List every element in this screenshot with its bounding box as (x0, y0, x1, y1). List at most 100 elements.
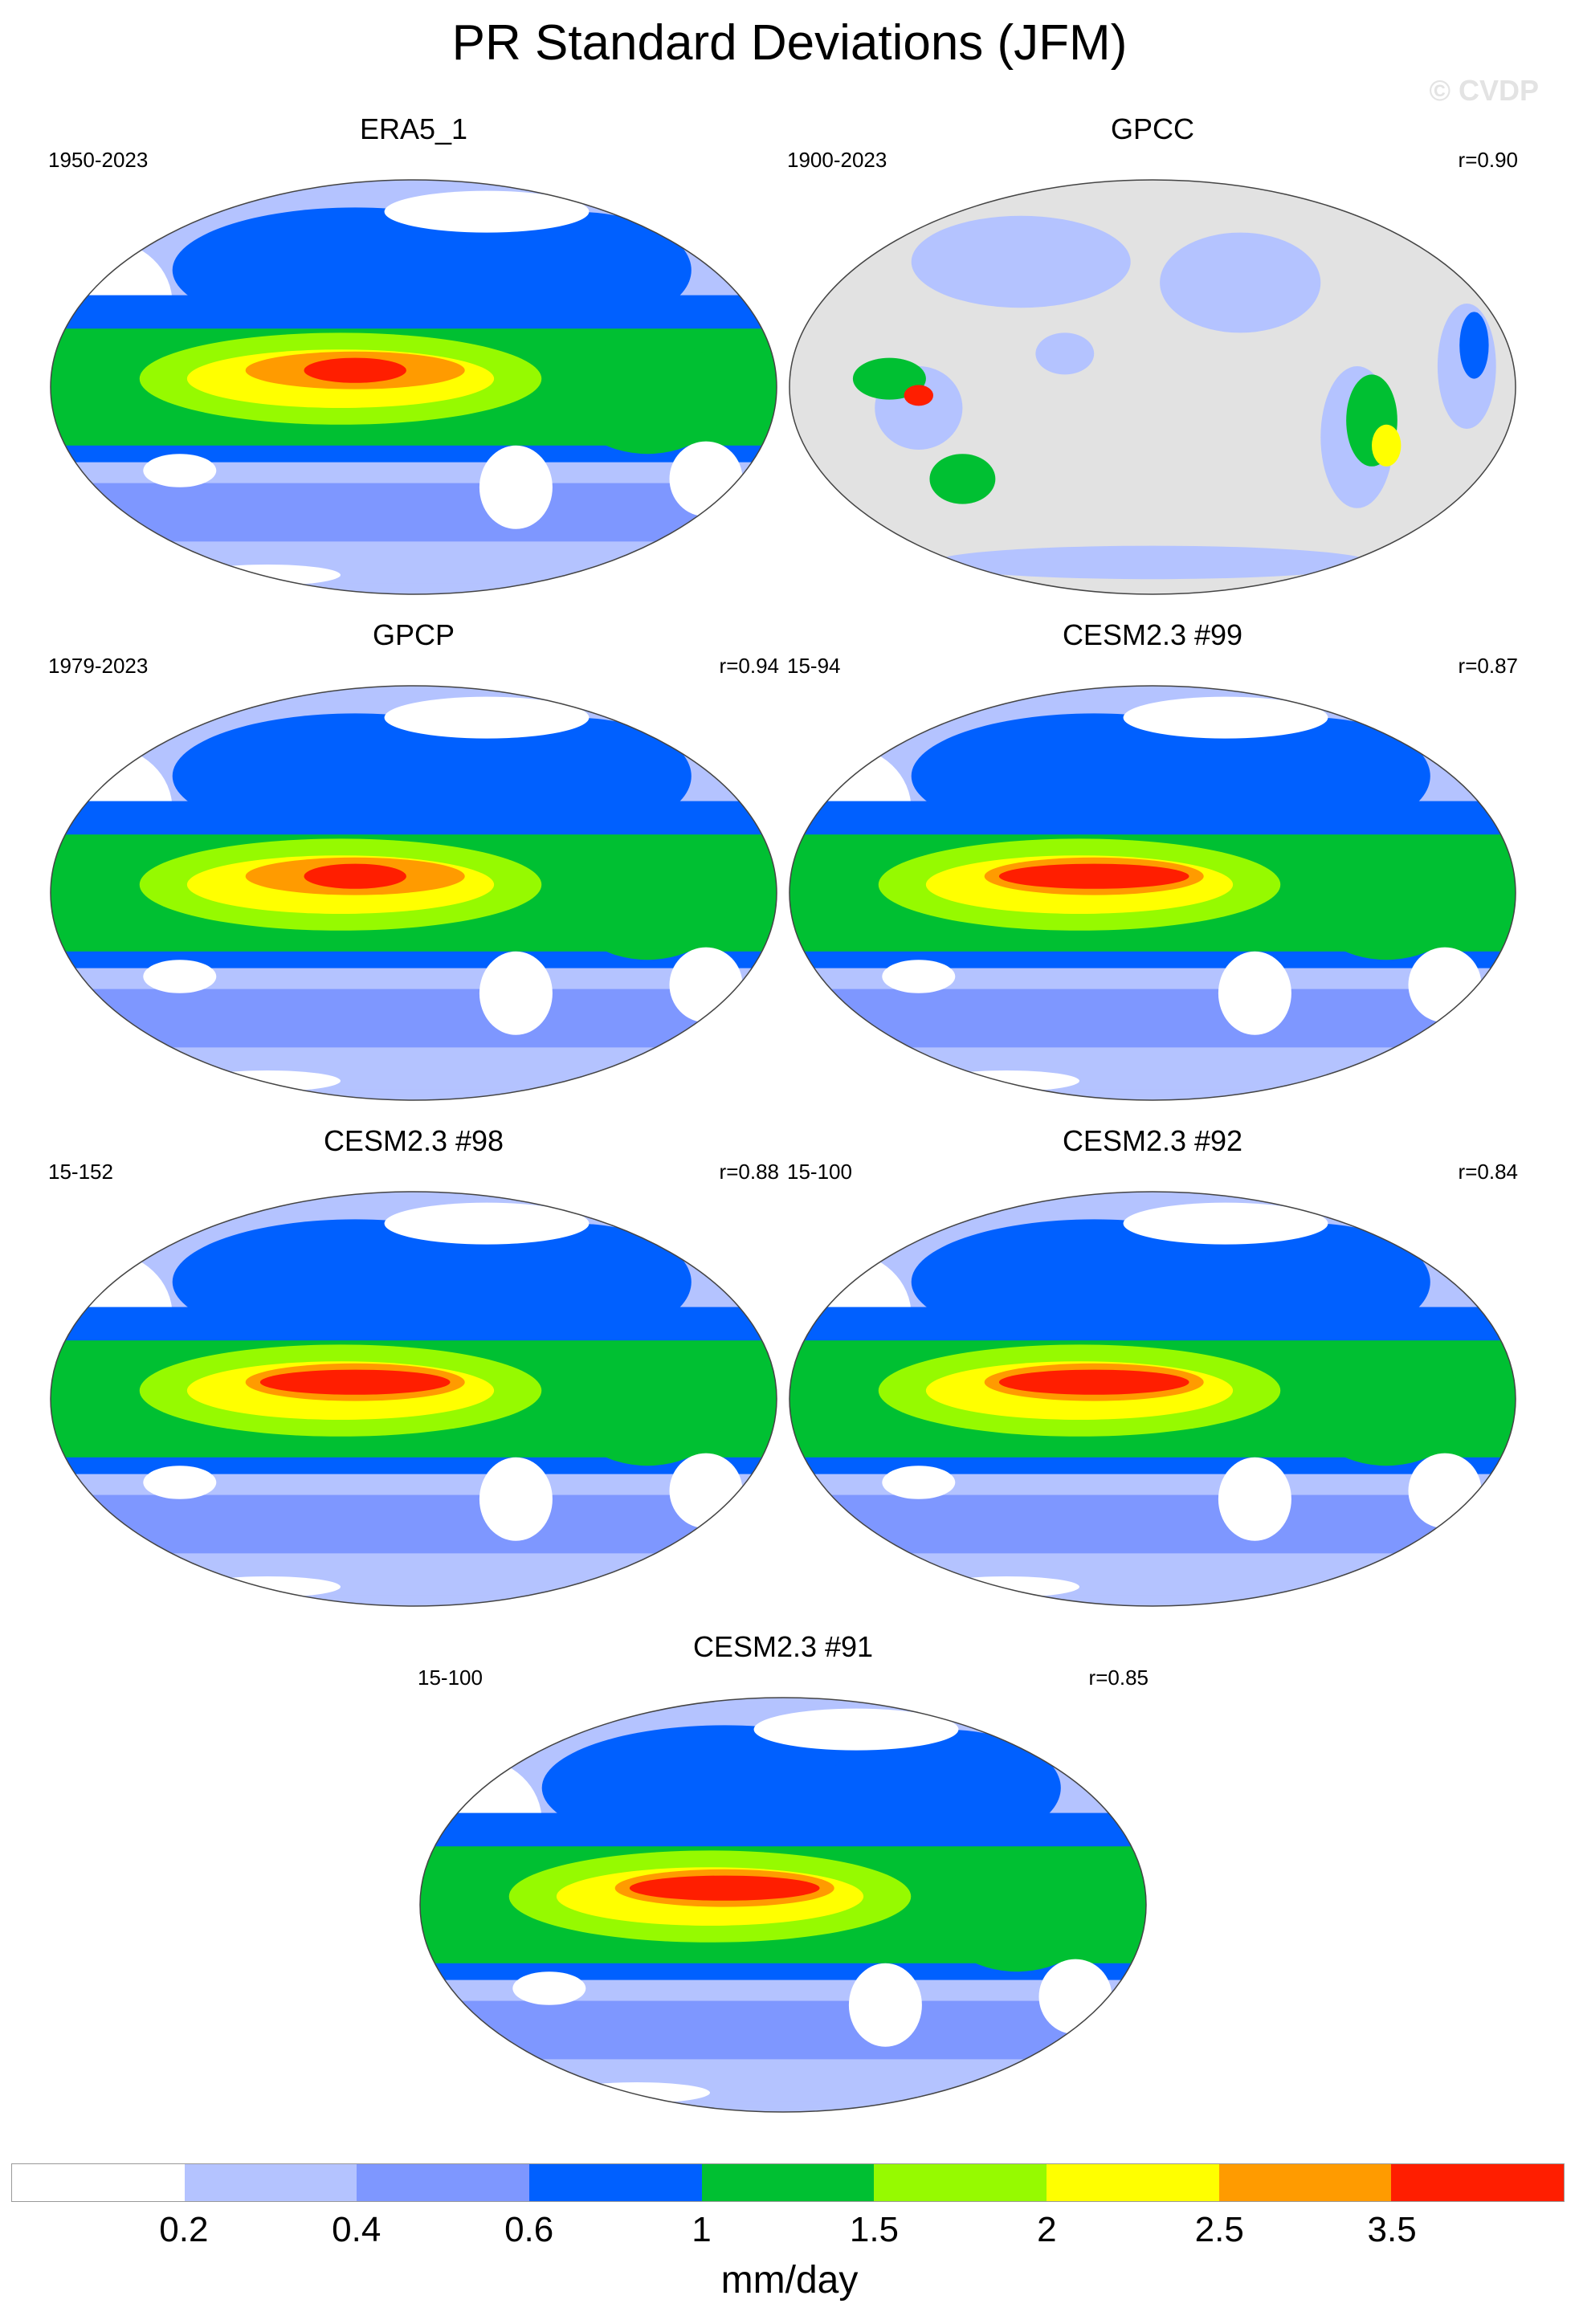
map-field (51, 686, 777, 1100)
precip-contour (669, 441, 743, 517)
colorbar-tick-label: 2.5 (1194, 2210, 1244, 2249)
page-title: PR Standard Deviations (JFM) (451, 15, 1128, 71)
map-panel-5: CESM2.3 #92 15-100 r=0.84 (787, 1124, 1518, 1614)
panel-title: CESM2.3 #99 (1062, 618, 1243, 651)
colorbar-units: mm/day (720, 2259, 859, 2302)
precip-contour (479, 445, 553, 529)
precip-contour (848, 1963, 922, 2047)
panel-years: 1900-2023 (787, 148, 887, 172)
map-outline (789, 685, 1516, 1101)
land-precip (904, 385, 933, 406)
watermark: © CVDP (1429, 74, 1539, 107)
precip-contour (933, 1070, 1079, 1091)
colorbar-swatch (701, 2164, 875, 2201)
panel-years: 1979-2023 (48, 654, 149, 678)
precip-contour (304, 863, 406, 889)
precip-contour (479, 951, 553, 1035)
precip-contour (1306, 1348, 1467, 1466)
map-outline (50, 179, 777, 595)
precip-contour (194, 1576, 341, 1597)
precip-contour (512, 1971, 586, 2005)
colorbar-tick-label: 1.5 (849, 2210, 900, 2249)
precip-contour (1408, 947, 1482, 1023)
map-panel-0: ERA5_1 1950-2023 (48, 112, 779, 602)
precip-band (51, 1494, 777, 1554)
panel-title: GPCC (1110, 112, 1194, 145)
panel-correlation: r=0.87 (1458, 654, 1518, 678)
precip-contour (567, 1348, 728, 1466)
colorbar-swatch (529, 2164, 702, 2201)
precip-contour (933, 1576, 1079, 1597)
world-map (789, 179, 1516, 595)
precip-contour (1123, 1202, 1328, 1245)
colorbar-swatch (12, 2164, 185, 2201)
precip-contour (143, 1466, 217, 1499)
world-map (419, 1697, 1147, 2113)
colorbar-tick-label: 0.6 (504, 2210, 554, 2249)
world-map (50, 179, 777, 595)
map-outline (50, 1191, 777, 1607)
precip-band (790, 1494, 1516, 1554)
precip-contour (567, 842, 728, 960)
panel-years: 15-100 (787, 1160, 852, 1184)
colorbar-swatch (1391, 2164, 1565, 2201)
world-map (50, 1191, 777, 1607)
precip-contour (384, 696, 590, 739)
map-outline (419, 1697, 1147, 2113)
panel-title: CESM2.3 #92 (1062, 1124, 1243, 1157)
precip-contour (479, 1457, 553, 1541)
precip-contour (567, 336, 728, 455)
panel-years: 1950-2023 (48, 148, 149, 172)
precip-contour (1218, 1457, 1291, 1541)
world-map (789, 1191, 1516, 1607)
precip-contour (1218, 951, 1291, 1035)
panel-correlation: r=0.85 (1088, 1666, 1149, 1690)
world-map (789, 685, 1516, 1101)
colorbar-tick-label: 0.4 (332, 2210, 381, 2249)
land-precip (911, 215, 1131, 308)
precip-contour (259, 1369, 451, 1395)
precip-contour (629, 1875, 820, 1901)
precip-contour (143, 960, 217, 993)
precip-band (51, 1047, 777, 1090)
panel-title: CESM2.3 #91 (692, 1630, 874, 1663)
precip-contour (384, 190, 590, 233)
land-precip (1459, 312, 1489, 379)
panel-title: CESM2.3 #98 (323, 1124, 504, 1157)
map-panel-3: CESM2.3 #99 15-94 r=0.87 (787, 618, 1518, 1108)
precip-contour (304, 357, 406, 383)
map-field (790, 686, 1516, 1100)
land-precip (1160, 232, 1321, 333)
precip-contour (1408, 1453, 1482, 1529)
land-precip (933, 545, 1372, 580)
precip-band (51, 1553, 777, 1596)
panel-correlation: r=0.90 (1458, 148, 1518, 172)
land-precip (929, 454, 996, 504)
panel-title: ERA5_1 (359, 112, 468, 145)
precip-contour (753, 1708, 959, 1751)
precip-contour (564, 2082, 710, 2103)
colorbar-swatch (357, 2164, 530, 2201)
colorbar-tick-label: 0.2 (159, 2210, 209, 2249)
colorbar-swatch (1047, 2164, 1219, 2201)
precip-band (420, 2000, 1146, 2060)
map-field (51, 180, 777, 594)
map-panel-4: CESM2.3 #98 15-152 r=0.88 (48, 1124, 779, 1614)
precip-contour (936, 1854, 1098, 1972)
precip-band (51, 989, 777, 1048)
map-field (420, 1698, 1146, 2112)
precip-contour (882, 960, 956, 993)
colorbar (11, 2163, 1565, 2202)
precip-contour (669, 1453, 743, 1529)
precip-contour (384, 1202, 590, 1245)
panel-correlation: r=0.84 (1458, 1160, 1518, 1184)
colorbar-tick-label: 1 (692, 2210, 712, 2249)
panel-title: GPCP (372, 618, 455, 651)
panel-correlation: r=0.94 (719, 654, 779, 678)
colorbar-swatch (874, 2164, 1047, 2201)
panel-correlation: r=0.88 (719, 1160, 779, 1184)
precip-band (51, 483, 777, 542)
precip-contour (143, 454, 217, 487)
colorbar-swatch (184, 2164, 357, 2201)
precip-band (790, 1047, 1516, 1090)
